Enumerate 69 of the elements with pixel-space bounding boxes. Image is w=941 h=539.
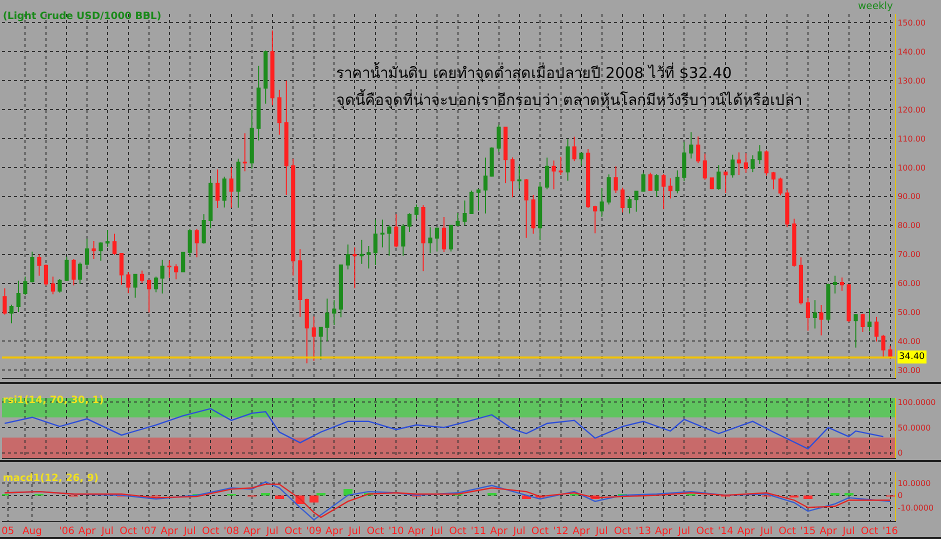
- y-tick-label: 50.0000: [898, 423, 931, 432]
- x-tick-label: Oct: [284, 526, 302, 537]
- x-tick-label: Oct: [778, 526, 796, 537]
- x-tick-label: Apr: [737, 526, 756, 537]
- x-tick-label: Apr: [243, 526, 262, 537]
- x-tick-label: '06: [58, 526, 74, 537]
- y-tick-label: -10.0000: [898, 503, 934, 512]
- x-tick-label: Oct: [202, 526, 220, 537]
- x-tick-label: Jul: [677, 526, 690, 537]
- x-tick-label: Apr: [326, 526, 344, 537]
- y-tick-label: 130.00: [898, 76, 926, 86]
- x-tick-label: Jul: [348, 526, 361, 537]
- y-tick-label: 0: [898, 491, 903, 500]
- y-tick-label: 60.00: [898, 279, 921, 288]
- ref-line-label: 34.40: [899, 352, 926, 362]
- x-tick-label: Apr: [160, 526, 179, 537]
- x-tick-label: Oct: [366, 526, 384, 537]
- y-tick-label: 100.00: [898, 163, 926, 172]
- x-tick-label: Oct: [696, 526, 714, 537]
- x-tick-label: Jul: [430, 526, 444, 537]
- x-tick-label: Oct: [449, 526, 466, 537]
- y-tick-label: 150.00: [898, 18, 926, 28]
- x-tick-label: Apr: [490, 526, 508, 537]
- chart-title: rsi1(14, 70, 30, 1): [2, 395, 104, 406]
- annotation: จุดนี้คือจุดที่น่าจะบอกเราอีกรอบว่า ตลาดหุ้นโลกมีหวังรีบาวน์ได้หรือเปล่า: [336, 89, 802, 110]
- x-tick-label: '13: [636, 526, 652, 537]
- x-tick-label: '11: [470, 526, 486, 537]
- x-tick-label: Jul: [759, 526, 772, 537]
- x-tick-label: '12: [553, 526, 569, 537]
- x-tick-label: '08: [224, 526, 240, 537]
- x-tick-label: Apr: [654, 526, 674, 537]
- y-tick-label: 90.00: [898, 192, 921, 202]
- x-tick-label: '15: [800, 526, 816, 537]
- y-tick-label: 40.00: [898, 337, 921, 346]
- x-tick-label: Jul: [594, 526, 608, 537]
- x-tick-label: Apr: [572, 526, 591, 537]
- x-tick-label: '16: [882, 526, 898, 537]
- x-tick-label: '07: [141, 526, 157, 537]
- annotation: ราคาน้ำมันดิบ เคยทำจุดต่ำสุดเมื่อปลายปี 2008 ไว้ที่ $32.40: [336, 62, 732, 83]
- x-tick-label: Apr: [820, 526, 838, 537]
- x-tick-label: Apr: [78, 526, 97, 537]
- x-tick-label: Jul: [842, 526, 855, 537]
- chart-subtitle: weekly: [858, 1, 894, 12]
- chart-title: macd1(12, 26, 9): [2, 473, 99, 484]
- y-tick-label: 10.0000: [898, 478, 931, 488]
- x-tick-label: '09: [306, 526, 322, 537]
- x-tick-label: '14: [718, 526, 734, 537]
- x-tick-label: Apr: [408, 526, 426, 537]
- y-tick-label: 80.00: [898, 221, 921, 230]
- y-tick-label: 70.00: [898, 250, 921, 260]
- y-tick-label: 50.00: [898, 308, 921, 318]
- chart-title: (Light Crude USD/1000 BBL): [2, 11, 162, 22]
- y-tick-label: 140.00: [898, 47, 926, 56]
- x-tick-label: Oct: [531, 526, 549, 537]
- x-tick-label: Jul: [100, 526, 114, 537]
- x-tick-label: '10: [388, 526, 404, 537]
- x-tick-label: Oct: [860, 526, 878, 537]
- x-tick-label: Jul: [182, 526, 196, 537]
- x-tick-label: Oct: [120, 526, 137, 537]
- y-tick-label: 120.00: [898, 105, 926, 114]
- x-tick-label: Jul: [512, 526, 526, 537]
- y-tick-label: 110.00: [898, 134, 926, 144]
- x-tick-label: 05: [1, 526, 14, 537]
- x-tick-label: Aug: [22, 526, 42, 537]
- x-tick-label: Jul: [265, 526, 278, 537]
- x-tick-label: Oct: [614, 526, 632, 537]
- y-tick-label: 100.0000: [898, 398, 936, 407]
- y-tick-label: 30.00: [898, 366, 921, 375]
- y-tick-label: 0: [898, 448, 903, 458]
